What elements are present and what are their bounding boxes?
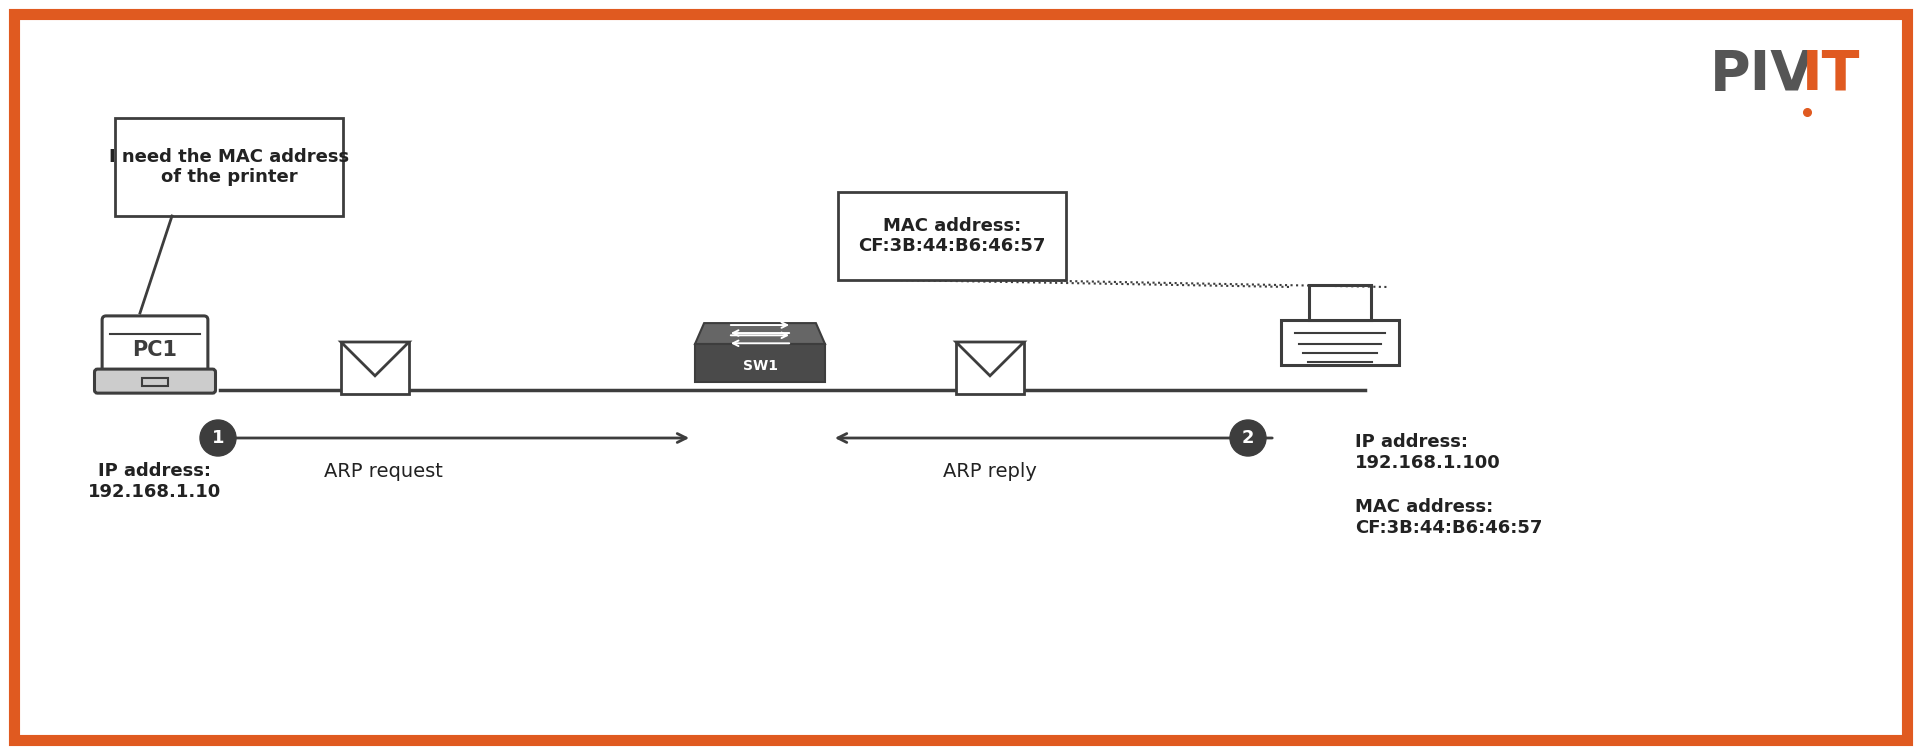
Circle shape <box>200 420 236 456</box>
FancyBboxPatch shape <box>342 342 409 394</box>
FancyBboxPatch shape <box>1310 286 1372 320</box>
Text: PIV: PIV <box>1710 48 1813 102</box>
Polygon shape <box>695 323 824 344</box>
FancyBboxPatch shape <box>957 342 1024 394</box>
Polygon shape <box>342 342 409 375</box>
FancyBboxPatch shape <box>102 316 207 373</box>
Text: IP address:
192.168.1.100: IP address: 192.168.1.100 <box>1354 433 1500 472</box>
Text: ARP reply: ARP reply <box>943 462 1037 481</box>
FancyBboxPatch shape <box>142 378 167 385</box>
Text: 1: 1 <box>211 429 225 447</box>
Circle shape <box>1229 420 1266 456</box>
FancyBboxPatch shape <box>1281 320 1398 366</box>
Text: IP address:
192.168.1.10: IP address: 192.168.1.10 <box>88 462 221 501</box>
Text: 2: 2 <box>1241 429 1254 447</box>
Text: IT: IT <box>1802 48 1860 102</box>
Text: SW1: SW1 <box>743 359 778 373</box>
Text: MAC address:
CF:3B:44:B6:46:57: MAC address: CF:3B:44:B6:46:57 <box>1354 498 1543 537</box>
FancyBboxPatch shape <box>115 118 344 216</box>
Text: MAC address:
CF:3B:44:B6:46:57: MAC address: CF:3B:44:B6:46:57 <box>859 216 1045 256</box>
FancyBboxPatch shape <box>94 369 215 393</box>
Text: ARP request: ARP request <box>323 462 442 481</box>
Polygon shape <box>957 342 1024 375</box>
Text: I need the MAC address
of the printer: I need the MAC address of the printer <box>109 148 350 186</box>
Text: PC1: PC1 <box>133 340 177 360</box>
FancyBboxPatch shape <box>695 344 824 382</box>
FancyBboxPatch shape <box>838 192 1066 280</box>
